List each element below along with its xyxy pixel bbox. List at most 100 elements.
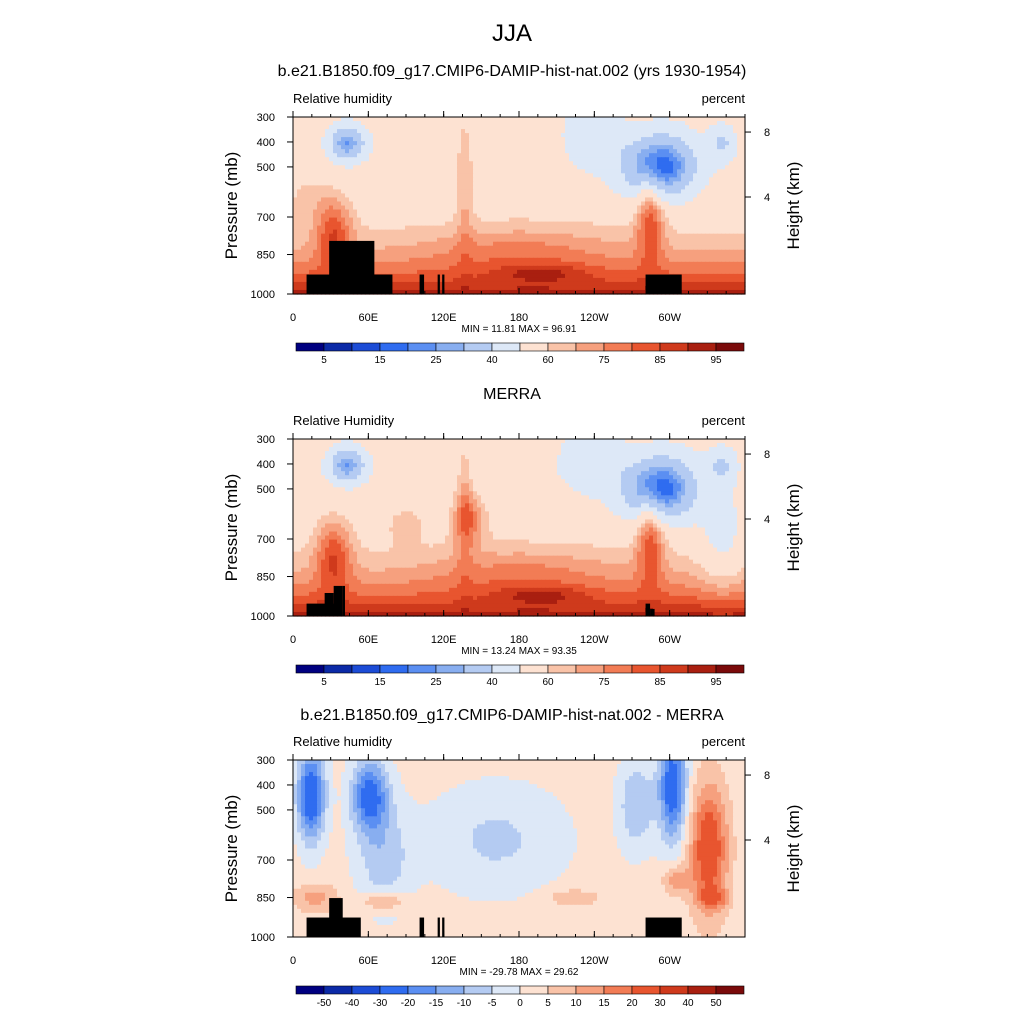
field-cell: [341, 229, 346, 235]
field-cell: [377, 133, 382, 138]
field-cell: [665, 233, 670, 239]
field-cell: [381, 205, 386, 211]
field-cell: [693, 181, 698, 186]
field-cell: [453, 193, 458, 199]
field-cell: [589, 129, 594, 134]
field-cell: [325, 153, 330, 158]
field-cell: [621, 141, 626, 146]
field-cell: [409, 289, 414, 295]
field-cell: [641, 277, 646, 283]
field-cell: [545, 165, 550, 170]
field-cell: [689, 161, 694, 166]
field-cell: [729, 237, 734, 243]
field-cell: [469, 229, 474, 235]
field-cell: [493, 173, 498, 178]
field-cell: [625, 237, 630, 243]
field-cell: [589, 261, 594, 267]
field-cell: [373, 157, 378, 162]
field-cell: [509, 121, 514, 126]
field-cell: [581, 189, 586, 195]
field-cell: [481, 157, 486, 162]
field-cell: [513, 261, 518, 267]
field-cell: [329, 225, 334, 231]
field-cell: [397, 241, 402, 247]
field-cell: [541, 189, 546, 195]
field-cell: [373, 141, 378, 146]
field-cell: [669, 157, 674, 162]
field-cell: [421, 201, 426, 207]
field-cell: [433, 241, 438, 247]
field-cell: [493, 229, 498, 235]
field-cell: [525, 233, 530, 239]
field-cell: [553, 201, 558, 207]
field-cell: [341, 201, 346, 207]
field-cell: [525, 241, 530, 247]
field-cell: [501, 269, 506, 275]
field-cell: [613, 285, 618, 291]
field-cell: [533, 225, 538, 231]
field-cell: [517, 233, 522, 239]
field-cell: [509, 225, 514, 231]
field-cell: [669, 121, 674, 126]
field-cell: [533, 169, 538, 174]
field-cell: [609, 169, 614, 174]
field-cell: [649, 129, 654, 134]
field-cell: [537, 141, 542, 146]
field-cell: [549, 257, 554, 263]
field-cell: [545, 217, 550, 223]
field-cell: [357, 189, 362, 195]
field-cell: [441, 213, 446, 219]
field-cell: [321, 117, 326, 122]
field-cell: [637, 241, 642, 247]
field-cell: [565, 169, 570, 174]
field-cell: [377, 181, 382, 186]
field-cell: [357, 233, 362, 239]
field-cell: [649, 125, 654, 130]
field-cell: [465, 141, 470, 146]
field-cell: [385, 265, 390, 271]
field-cell: [301, 285, 306, 291]
field-cell: [389, 173, 394, 178]
field-cell: [717, 257, 722, 263]
field-cell: [605, 281, 610, 287]
field-cell: [669, 153, 674, 158]
field-cell: [713, 125, 718, 130]
field-cell: [637, 237, 642, 243]
field-cell: [577, 169, 582, 174]
field-cell: [465, 289, 470, 295]
field-cell: [469, 209, 474, 215]
field-cell: [681, 213, 686, 219]
field-cell: [397, 273, 402, 279]
field-cell: [345, 137, 350, 142]
field-cell: [437, 141, 442, 146]
field-cell: [313, 217, 318, 223]
field-cell: [517, 209, 522, 215]
field-cell: [733, 277, 738, 283]
field-cell: [429, 201, 434, 207]
field-cell: [361, 221, 366, 227]
field-cell: [641, 181, 646, 186]
field-cell: [561, 169, 566, 174]
field-cell: [705, 153, 710, 158]
field-cell: [417, 253, 422, 259]
field-cell: [689, 213, 694, 219]
field-cell: [593, 129, 598, 134]
field-cell: [305, 233, 310, 239]
field-cell: [573, 133, 578, 138]
field-cell: [549, 201, 554, 207]
field-cell: [625, 189, 630, 195]
field-cell: [517, 133, 522, 138]
field-cell: [557, 157, 562, 162]
field-cell: [357, 121, 362, 126]
field-cell: [329, 121, 334, 126]
field-cell: [409, 117, 414, 122]
field-cell: [557, 201, 562, 207]
field-cell: [701, 261, 706, 267]
field-cell: [561, 217, 566, 223]
field-cell: [705, 189, 710, 195]
field-cell: [369, 201, 374, 207]
field-cell: [641, 225, 646, 231]
field-cell: [453, 121, 458, 126]
field-cell: [441, 169, 446, 174]
field-cell: [365, 181, 370, 186]
